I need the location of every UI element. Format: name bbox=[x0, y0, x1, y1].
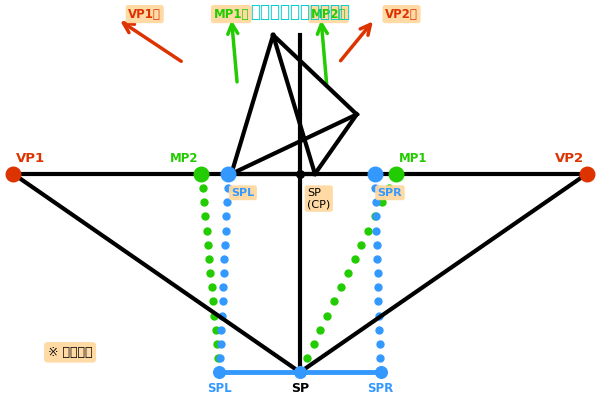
Text: SP
(CP): SP (CP) bbox=[307, 188, 331, 209]
Point bbox=[376, 369, 385, 375]
Point bbox=[582, 171, 592, 177]
Text: MP1: MP1 bbox=[398, 152, 427, 165]
Point bbox=[8, 171, 18, 177]
Text: 平面図と透視図の対応: 平面図と透視図の対応 bbox=[250, 3, 350, 21]
Text: MP2へ: MP2へ bbox=[311, 8, 346, 20]
Text: VP1へ: VP1へ bbox=[128, 8, 161, 20]
Point bbox=[197, 171, 206, 177]
Point bbox=[391, 171, 400, 177]
Text: SPR: SPR bbox=[377, 188, 402, 198]
Text: SPR: SPR bbox=[367, 382, 394, 395]
Point bbox=[370, 171, 379, 177]
Text: MP2: MP2 bbox=[170, 152, 199, 165]
Text: MP1へ: MP1へ bbox=[214, 8, 249, 20]
Text: SP: SP bbox=[291, 382, 309, 395]
Text: VP2: VP2 bbox=[554, 152, 584, 165]
Text: VP1: VP1 bbox=[16, 152, 46, 165]
Text: VP2へ: VP2へ bbox=[385, 8, 418, 20]
Point bbox=[224, 171, 233, 177]
Text: SPL: SPL bbox=[232, 188, 254, 198]
Point bbox=[215, 369, 224, 375]
Text: SPL: SPL bbox=[207, 382, 232, 395]
Text: ※ 平面図用: ※ 平面図用 bbox=[48, 346, 92, 359]
Point bbox=[295, 171, 305, 177]
Point bbox=[295, 369, 305, 375]
